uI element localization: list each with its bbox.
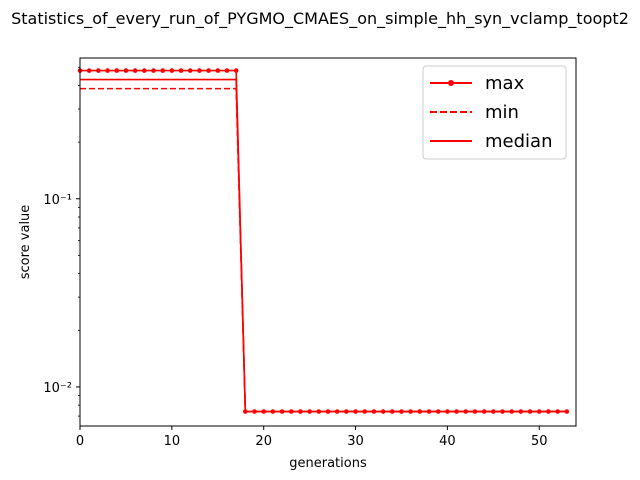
legend: max min median bbox=[422, 65, 567, 160]
legend-label-max: max bbox=[485, 73, 525, 94]
y-axis-label: score value bbox=[18, 205, 33, 280]
x-tick-label: 0 bbox=[76, 434, 84, 449]
x-axis: 0 10 20 30 40 50 bbox=[76, 426, 548, 449]
data-point-max bbox=[224, 68, 230, 73]
series-line-min bbox=[80, 87, 567, 413]
x-tick-label: 40 bbox=[439, 434, 456, 449]
data-point-max bbox=[169, 68, 175, 73]
data-point-max bbox=[96, 68, 101, 73]
series-line-median bbox=[80, 78, 567, 413]
data-point-max bbox=[123, 68, 129, 73]
data-point-max bbox=[206, 68, 211, 73]
legend-entry-min: min bbox=[430, 102, 519, 123]
data-point-max bbox=[187, 68, 193, 73]
data-point-max bbox=[233, 68, 239, 73]
y-axis: 10⁻² 10⁻¹ bbox=[43, 66, 80, 417]
axes-frame bbox=[79, 57, 577, 427]
y-tick-label: 10⁻² bbox=[43, 381, 72, 396]
y-tick-label: 10⁻¹ bbox=[43, 193, 72, 208]
data-point-max bbox=[215, 68, 221, 73]
data-point-max bbox=[132, 68, 138, 73]
legend-entry-median: median bbox=[430, 131, 552, 152]
x-tick-label: 10 bbox=[164, 434, 181, 449]
legend-box bbox=[422, 65, 567, 160]
x-tick-label: 20 bbox=[255, 434, 272, 449]
x-tick-label: 30 bbox=[347, 434, 364, 449]
legend-entry-max: max bbox=[430, 73, 525, 94]
legend-label-median: median bbox=[485, 131, 552, 152]
data-point-max bbox=[151, 68, 156, 73]
data-point-max bbox=[105, 68, 110, 73]
data-point-max bbox=[197, 68, 202, 73]
chart-title: Statistics_of_every_run_of_PYGMO_CMAES_o… bbox=[11, 9, 629, 29]
data-point-max bbox=[160, 68, 165, 73]
data-point-max bbox=[86, 68, 92, 73]
legend-label-min: min bbox=[485, 102, 519, 123]
data-point-max bbox=[114, 68, 120, 73]
x-axis-label: generations bbox=[289, 456, 367, 471]
plot-area bbox=[77, 57, 577, 427]
data-point-max bbox=[142, 68, 147, 73]
x-tick-label: 50 bbox=[531, 434, 548, 449]
legend-marker-max bbox=[448, 80, 454, 86]
data-point-max bbox=[178, 68, 184, 73]
series-layer bbox=[77, 68, 570, 414]
